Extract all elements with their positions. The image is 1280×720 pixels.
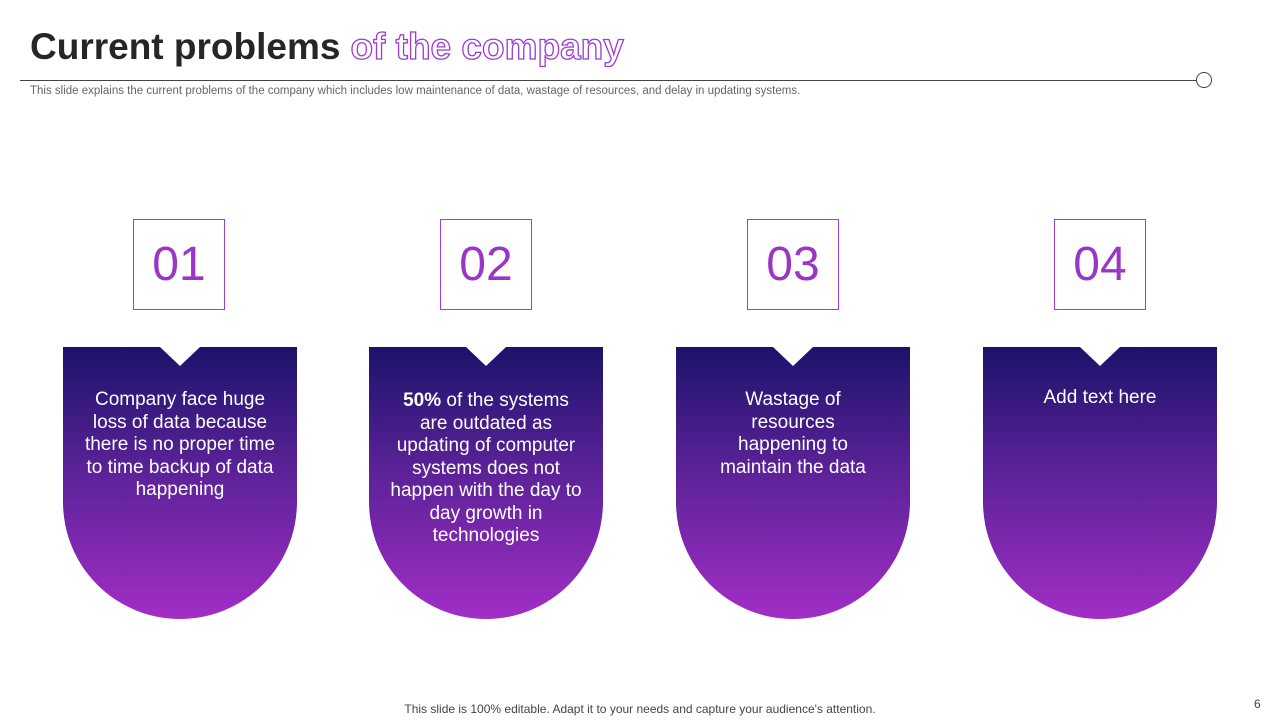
footer-note: This slide is 100% editable. Adapt it to… bbox=[404, 702, 876, 716]
card-notch bbox=[160, 347, 200, 366]
problem-card-4: Add text here bbox=[983, 347, 1217, 619]
divider-end-circle bbox=[1196, 72, 1212, 88]
card-text-3: Wastage of resources happening to mainta… bbox=[720, 389, 866, 478]
slide-description: This slide explains the current problems… bbox=[30, 85, 801, 97]
card-text-4: Add text here bbox=[1043, 387, 1157, 408]
problem-card-3: Wastage of resources happening to mainta… bbox=[676, 347, 910, 619]
card-text-1: Company face huge loss of data because t… bbox=[84, 389, 276, 500]
page-number: 6 bbox=[1254, 697, 1261, 711]
problem-card-2: 50% of the systems are outdated as updat… bbox=[369, 347, 603, 619]
title-main: Current problems bbox=[30, 26, 341, 67]
card-number-3: 03 bbox=[747, 219, 839, 310]
card-number-4: 04 bbox=[1054, 219, 1146, 310]
card-text-2-body: of the systems are outdated as updating … bbox=[390, 390, 582, 546]
card-text-2: 50% of the systems are outdated as updat… bbox=[389, 390, 583, 548]
card-notch bbox=[1080, 347, 1120, 366]
page-title: Current problems of the company bbox=[30, 25, 625, 68]
title-divider bbox=[20, 80, 1198, 81]
card-text-2-highlight: 50% bbox=[403, 390, 442, 411]
card-number-1: 01 bbox=[133, 219, 225, 310]
card-notch bbox=[466, 347, 506, 366]
card-number-2: 02 bbox=[440, 219, 532, 310]
title-outline: of the company bbox=[350, 25, 625, 67]
problem-card-1: Company face huge loss of data because t… bbox=[63, 347, 297, 619]
card-notch bbox=[773, 347, 813, 366]
